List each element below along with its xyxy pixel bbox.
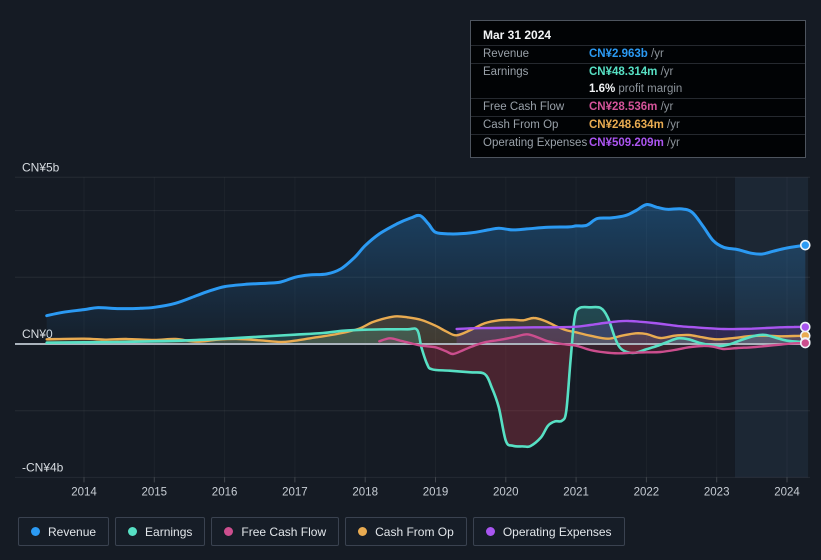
tooltip-row-earnings: Earnings CN¥48.314m /yr: [471, 64, 805, 81]
operating-expenses-endpoint-dot[interactable]: [799, 321, 811, 333]
y-axis-label: -CN¥4b: [22, 460, 64, 474]
legend-label: Operating Expenses: [502, 524, 612, 539]
free-cash-flow-line: [378, 333, 807, 356]
legend-chip-free-cash-flow[interactable]: Free Cash Flow: [211, 517, 340, 546]
tooltip-divider: [471, 98, 805, 99]
tooltip-row-label: Revenue: [483, 48, 530, 60]
free-cash-flow-area-negative: [379, 344, 806, 355]
tooltip-row-revenue: Revenue CN¥2.963b /yr: [471, 46, 805, 63]
legend-label: Revenue: [48, 524, 97, 539]
legend-dot-icon: [128, 527, 138, 536]
tooltip-profit-margin-row: 1.6% profit margin: [471, 81, 805, 98]
tooltip-divider: [471, 45, 805, 46]
legend-dot-icon: [485, 527, 495, 536]
tooltip-row-value: CN¥28.536m /yr: [589, 101, 674, 113]
tooltip-row-value: CN¥2.963b /yr: [589, 48, 664, 60]
tooltip-row-label: Operating Expenses: [483, 137, 588, 149]
legend-chip-earnings[interactable]: Earnings: [115, 517, 206, 546]
revenue-area: [46, 204, 806, 344]
tooltip-row-label: Cash From Op: [483, 119, 559, 131]
x-axis-label-2024: 2024: [774, 486, 800, 498]
tooltip-divider: [471, 116, 805, 117]
tooltip-row-free-cash-flow: Free Cash Flow CN¥28.536m /yr: [471, 99, 805, 116]
legend-chip-operating-expenses[interactable]: Operating Expenses: [472, 517, 625, 546]
legend-label: Free Cash Flow: [241, 524, 327, 539]
tooltip-row-label: Earnings: [483, 66, 529, 78]
revenue-line: [45, 203, 807, 318]
tooltip-row-value: CN¥48.314m /yr: [589, 66, 674, 78]
legend-label: Earnings: [145, 524, 193, 539]
x-axis-label-2020: 2020: [493, 486, 519, 498]
legend-chip-cash-from-op[interactable]: Cash From Op: [345, 517, 467, 546]
tooltip-row-operating-expenses: Operating Expenses CN¥509.209m /yr: [471, 135, 805, 152]
y-axis-label: CN¥0: [22, 327, 53, 341]
x-axis-label-2023: 2023: [704, 486, 730, 498]
legend-dot-icon: [31, 527, 40, 536]
legend-label: Cash From Op: [375, 524, 454, 539]
x-axis-label-2021: 2021: [563, 486, 589, 498]
x-axis-label-2022: 2022: [634, 486, 660, 498]
tooltip-row-value: CN¥509.209m /yr: [589, 137, 680, 149]
free-cash-flow-endpoint-dot[interactable]: [799, 337, 811, 349]
y-axis-label: CN¥5b: [22, 160, 60, 174]
revenue-endpoint-dot[interactable]: [799, 239, 811, 251]
tooltip-row-cash-from-op: Cash From Op CN¥248.634m /yr: [471, 117, 805, 134]
chart-legend: Revenue Earnings Free Cash Flow Cash From O…: [18, 517, 625, 546]
chart-tooltip: Mar 31 2024 Revenue CN¥2.963b /yr Earnings…: [470, 20, 806, 158]
legend-dot-icon: [358, 527, 368, 536]
legend-chip-revenue[interactable]: Revenue: [18, 517, 110, 546]
cash-from-op-area-positive: [46, 316, 806, 344]
x-axis-label-2014: 2014: [71, 486, 97, 498]
tooltip-date: Mar 31 2024: [483, 28, 552, 42]
tooltip-row-value: CN¥248.634m /yr: [589, 119, 680, 131]
x-axis-label-2017: 2017: [282, 486, 308, 498]
x-axis-label-2015: 2015: [142, 486, 168, 498]
profit-margin-value: 1.6% profit margin: [589, 83, 683, 95]
earnings-line: [45, 305, 807, 449]
legend-dot-icon: [224, 527, 234, 536]
x-axis-label-2019: 2019: [423, 486, 449, 498]
x-axis-label-2018: 2018: [352, 486, 378, 498]
x-axis-label-2016: 2016: [212, 486, 238, 498]
tooltip-divider: [471, 134, 805, 135]
tooltip-row-label: Free Cash Flow: [483, 101, 565, 113]
operating-expenses-line: [455, 319, 807, 331]
tooltip-divider: [471, 63, 805, 64]
